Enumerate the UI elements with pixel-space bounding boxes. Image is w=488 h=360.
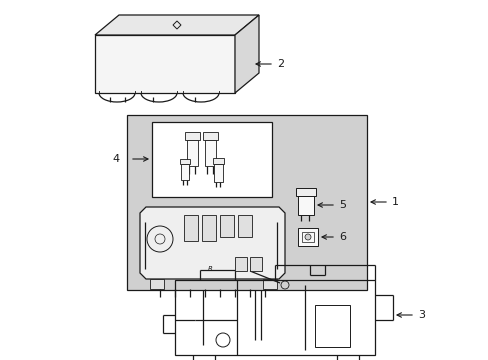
- Text: R: R: [207, 266, 212, 272]
- Bar: [213, 158, 224, 164]
- Bar: [127, 115, 366, 290]
- Polygon shape: [263, 279, 276, 289]
- Polygon shape: [95, 35, 235, 93]
- Bar: [183, 215, 198, 241]
- Bar: [235, 257, 246, 271]
- Bar: [152, 122, 271, 197]
- Bar: [204, 140, 216, 166]
- Text: 3: 3: [417, 310, 424, 320]
- Polygon shape: [235, 15, 259, 93]
- Bar: [202, 215, 216, 241]
- Bar: [186, 140, 198, 166]
- Polygon shape: [150, 279, 163, 289]
- Text: 5: 5: [338, 200, 346, 210]
- Text: 1: 1: [391, 197, 398, 207]
- Bar: [297, 228, 317, 246]
- Bar: [295, 188, 315, 196]
- Bar: [175, 280, 374, 355]
- Text: 2: 2: [276, 59, 284, 69]
- Bar: [214, 164, 223, 182]
- Text: 6: 6: [338, 232, 346, 242]
- Bar: [184, 132, 200, 140]
- Circle shape: [305, 234, 310, 240]
- Bar: [297, 195, 313, 215]
- Bar: [181, 164, 189, 180]
- Bar: [302, 232, 313, 242]
- Bar: [180, 159, 190, 164]
- Bar: [203, 132, 218, 140]
- Bar: [249, 257, 262, 271]
- Bar: [238, 215, 251, 237]
- Bar: [314, 305, 349, 347]
- Polygon shape: [95, 15, 259, 35]
- Polygon shape: [140, 207, 285, 279]
- Text: 4: 4: [113, 154, 120, 164]
- Bar: [220, 215, 234, 237]
